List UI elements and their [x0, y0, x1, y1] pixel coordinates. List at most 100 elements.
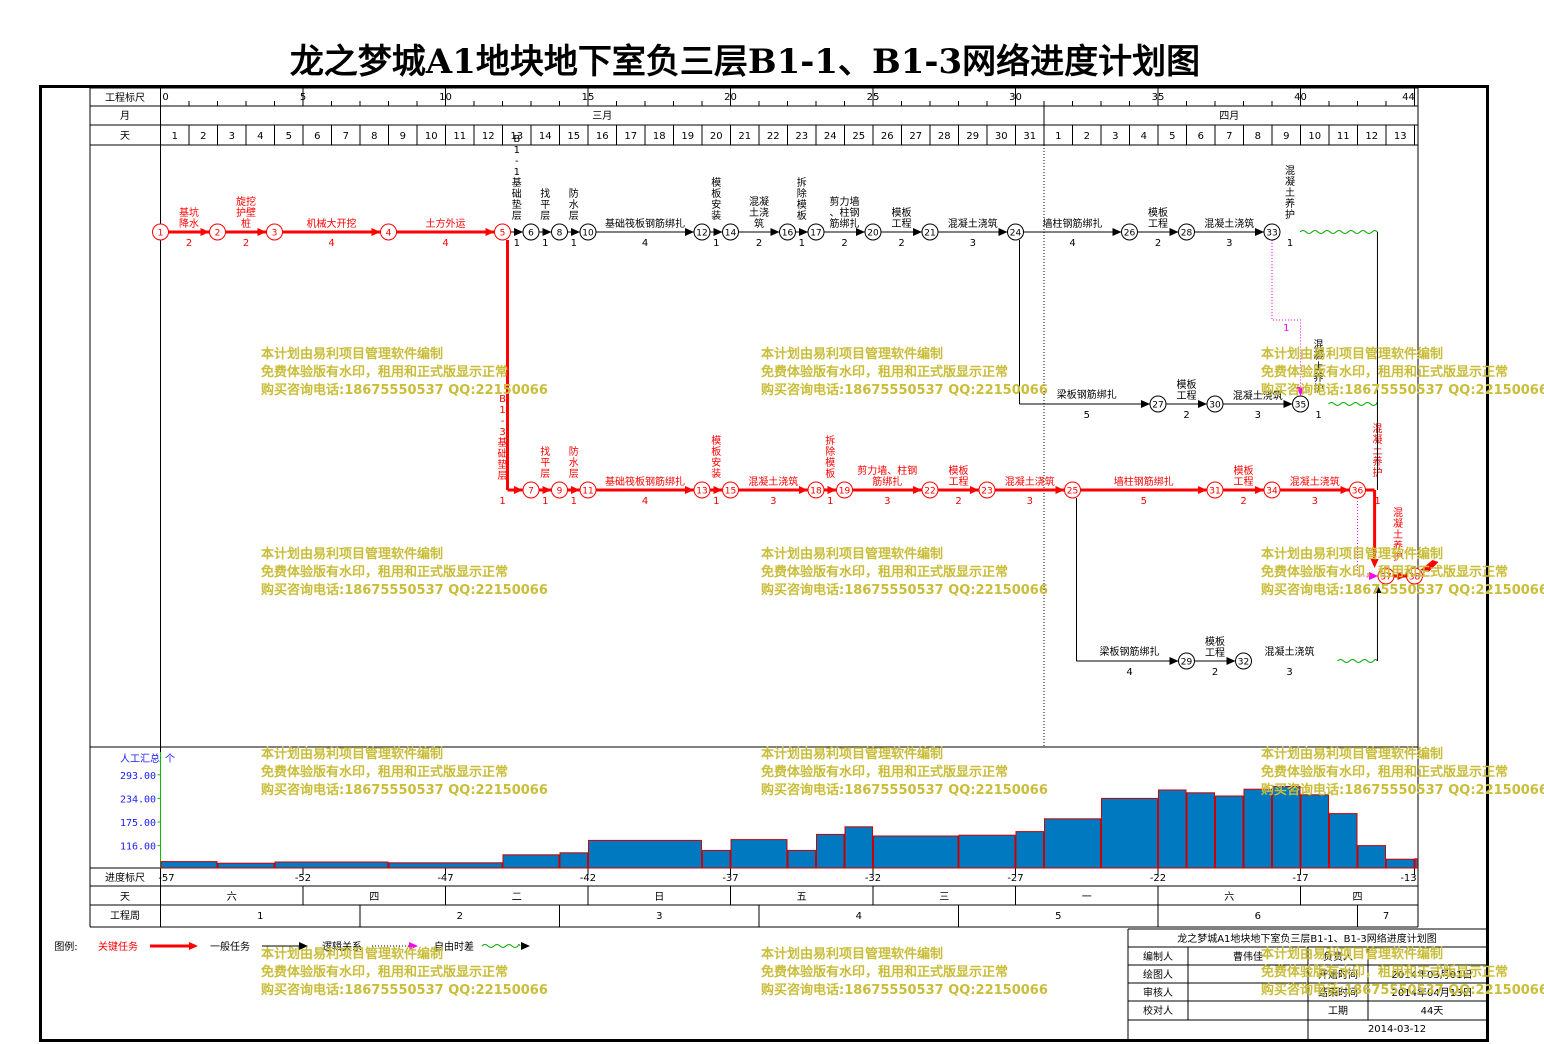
svg-text:3: 3 [499, 427, 505, 438]
network-node [494, 223, 511, 241]
task-duration: 1 [499, 496, 505, 507]
network-node-label: 15 [725, 487, 736, 497]
watermark-text: 免费体验版有水印，租用和正式版显示正常 [1261, 564, 1508, 580]
row-label-week: 工程周 [110, 910, 140, 922]
network-node [921, 223, 939, 241]
svg-text:找: 找 [540, 187, 550, 200]
day-label: 18 [653, 131, 666, 142]
task-label: 墙柱钢筋绑扎 [1114, 475, 1174, 488]
task-label: 混凝土浇筑 [1233, 389, 1283, 402]
network-node-label: 3 [272, 229, 278, 239]
network-node-label: 10 [582, 229, 594, 239]
day-label: 27 [909, 131, 922, 142]
scale-tick-label: 44 [1402, 92, 1415, 103]
day-label: 10 [1308, 131, 1321, 142]
task-label: 工程 [949, 476, 969, 488]
free-float-wave [481, 944, 521, 948]
chart-y-tick-label: 293.00 [120, 771, 156, 782]
network-node-label: 26 [1124, 229, 1136, 239]
day-label: 3 [229, 131, 235, 142]
task-label: 桩 [241, 217, 251, 230]
day-label: 22 [767, 131, 780, 142]
task-duration: 2 [841, 238, 847, 249]
watermark-text: 本计划由易利项目管理软件编制 [261, 746, 443, 762]
svg-text:安: 安 [711, 198, 721, 211]
day-label: 2 [1084, 131, 1090, 142]
task-label: 找平层 [540, 187, 550, 222]
network-node-label: 11 [582, 487, 593, 497]
svg-text:基: 基 [512, 176, 522, 189]
svg-text:护: 护 [1393, 550, 1403, 563]
svg-text:板: 板 [711, 445, 721, 458]
svg-text:水: 水 [569, 199, 579, 211]
svg-text:装: 装 [711, 209, 721, 222]
task-duration: 2 [756, 238, 762, 249]
task-label: 机械大开挖 [307, 217, 357, 230]
arrow-head [856, 228, 865, 236]
network-node-label: 13 [696, 487, 707, 497]
network-node [1206, 395, 1224, 413]
svg-text:层: 层 [569, 468, 579, 480]
svg-text:凝: 凝 [1285, 176, 1295, 188]
day-label: 1 [172, 131, 178, 142]
task-label: 土方外运 [426, 217, 466, 230]
svg-text:混: 混 [1314, 339, 1324, 351]
watermark-text: 购买咨询电话:18675550537 QQ:22150066 [761, 382, 1048, 398]
resource-bar [958, 834, 1016, 869]
watermark-text: 购买咨询电话:18675550537 QQ:22150066 [261, 382, 548, 398]
titleblock-value: 2014年03月01日 [1392, 968, 1473, 981]
titleblock-value: 2014年04月13日 [1392, 986, 1473, 999]
network-node [209, 223, 226, 241]
chart-y-tick-label: 116.00 [120, 842, 156, 853]
arrow-head [542, 486, 552, 494]
watermark-text: 本计划由易利项目管理软件编制 [1261, 546, 1443, 562]
month-label: 四月 [1219, 110, 1239, 122]
task-duration: 1 [571, 238, 577, 249]
svg-text:B: B [513, 134, 520, 145]
day-label: 3 [1112, 131, 1118, 142]
arrow-head [1226, 657, 1236, 665]
day-label: 1 [1055, 131, 1061, 142]
chart-title: 人工汇总 [120, 752, 160, 765]
day-label: 9 [400, 131, 406, 142]
day-label: 4 [1141, 131, 1147, 142]
watermark-text: 本计划由易利项目管理软件编制 [1261, 746, 1443, 762]
task-duration: 1 [827, 496, 833, 507]
arrow-head [713, 228, 723, 236]
weekday-label: 五 [797, 892, 807, 903]
day-label: 20 [710, 131, 723, 142]
weekday-label: 三 [939, 892, 949, 903]
task-duration: 2 [898, 238, 904, 249]
chart-y-tick-label: 175.00 [120, 818, 156, 829]
task-duration: 3 [1226, 238, 1232, 249]
watermark-text: 本计划由易利项目管理软件编制 [261, 946, 443, 962]
task-duration: 2 [1155, 238, 1161, 249]
arrow-head [1283, 400, 1293, 408]
svg-text:养: 养 [1393, 539, 1403, 552]
watermark-text: 本计划由易利项目管理软件编制 [761, 546, 943, 562]
resource-bar [1386, 858, 1415, 869]
task-duration: 1 [713, 496, 719, 507]
task-label: 工程 [1177, 390, 1197, 402]
scale-tick-label: 0 [162, 92, 168, 103]
arrow-head [409, 942, 418, 950]
watermark-text: 本计划由易利项目管理软件编制 [1261, 946, 1443, 962]
watermark-text: 免费体验版有水印，租用和正式版显示正常 [1261, 364, 1508, 380]
watermark-text: 购买咨询电话:18675550537 QQ:22150066 [261, 582, 548, 598]
resource-bar [1044, 818, 1101, 869]
day-label: 7 [343, 131, 349, 142]
day-label: 11 [453, 131, 466, 142]
network-node [266, 223, 283, 241]
network-node-label: 17 [810, 229, 821, 239]
task-duration: 4 [642, 238, 648, 249]
free-float-wave [1337, 659, 1378, 663]
arrow-head [1169, 657, 1179, 665]
resource-bar [1215, 795, 1244, 869]
watermark-text: 购买咨询电话:18675550537 QQ:22150066 [1261, 582, 1544, 598]
titleblock-date: 2014-03-12 [1368, 1024, 1426, 1035]
titleblock-title: 龙之梦城A1地块地下室负三层B1-1、B1-3网络进度计划图 [1177, 932, 1437, 945]
task-duration: 5 [1141, 496, 1147, 507]
resource-bar [1186, 792, 1215, 869]
task-label: 防水层 [569, 187, 579, 222]
